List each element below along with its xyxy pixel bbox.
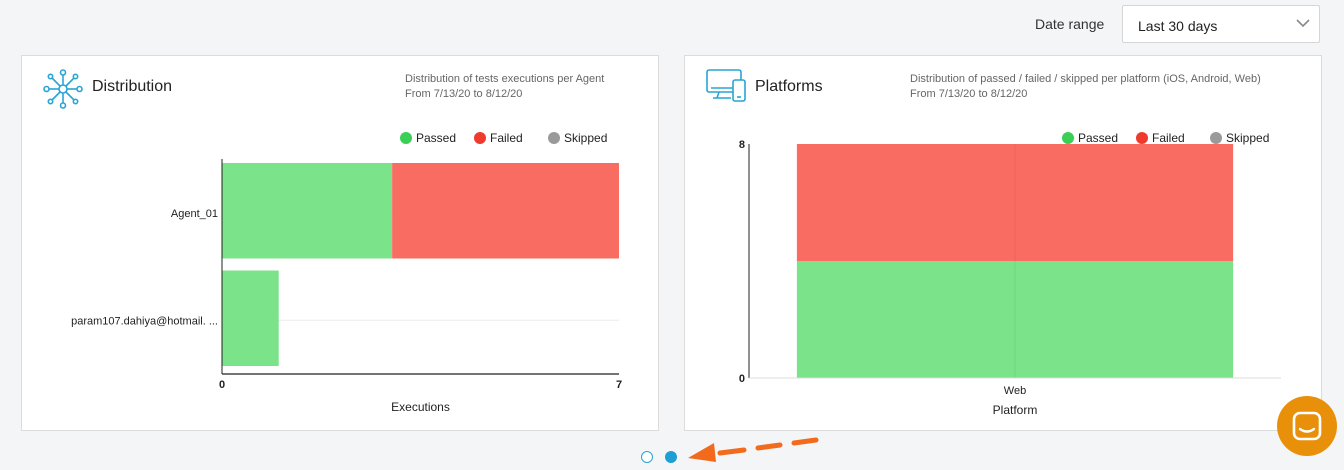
legend-marker-skipped [548,132,560,144]
legend-marker-failed [1136,132,1148,144]
bar-passed-2 [222,270,279,366]
annotation-arrow-icon [688,437,819,462]
legend-marker-passed [400,132,412,144]
chat-icon [1292,411,1322,441]
distribution-desc-line1: Distribution of tests executions per Age… [405,73,605,85]
carousel-dot-2[interactable] [665,451,677,463]
platforms-title: Platforms [755,78,823,95]
bar-passed-1 [222,163,393,259]
category-label: Agent_01 [171,208,218,220]
x-axis-label: Executions [391,400,450,414]
legend-marker-passed [1062,132,1074,144]
date-range-label: Date range [1035,16,1105,32]
distribution-title: Distribution [92,78,173,95]
legend-marker-skipped [1210,132,1222,144]
platforms-desc-line1: Distribution of passed / failed / skippe… [910,73,1261,85]
distribution-chart: Passed Failed Skipped Agent_01 param107.dahi… [71,131,622,414]
date-range-value: Last 30 days [1138,18,1218,34]
legend-label-passed: Passed [1078,131,1118,145]
distribution-description: Distribution of tests executions per Age… [405,72,604,102]
legend-label-failed: Failed [490,131,523,145]
y-tick-label: 8 [739,139,745,151]
devices-icon [706,69,746,102]
legend-marker-failed [474,132,486,144]
x-axis-label: Platform [993,403,1038,417]
chat-widget-button[interactable] [1277,396,1337,456]
platforms-description: Distribution of passed / failed / skippe… [910,72,1261,102]
x-tick-label: 0 [219,379,225,391]
bar-failed-1 [392,163,619,259]
category-label: param107.dahiya@hotmail. ... [71,315,218,327]
date-range-select[interactable]: Last 30 days [1122,5,1320,43]
platforms-chart: Web Passed Failed Skipped 0 8 Platform [739,131,1281,417]
chevron-down-icon [1296,19,1310,28]
x-tick-label: 7 [616,379,622,391]
legend-label-skipped: Skipped [564,131,607,145]
carousel-dot-1[interactable] [641,451,653,463]
distribution-card: Distribution Distribution of tests execu… [21,55,659,431]
category-label: Web [1004,385,1026,397]
distribution-desc-line2: From 7/13/20 to 8/12/20 [405,88,523,100]
legend-label-skipped: Skipped [1226,131,1269,145]
bar-failed-web [796,144,1234,261]
y-tick-label: 0 [739,373,745,385]
network-hub-icon [43,69,83,109]
platforms-desc-line2: From 7/13/20 to 8/12/20 [910,88,1028,100]
bar-passed-web [796,261,1234,378]
platforms-card: Platforms Distribution of passed / faile… [684,55,1322,431]
legend-label-passed: Passed [416,131,456,145]
legend-label-failed: Failed [1152,131,1185,145]
